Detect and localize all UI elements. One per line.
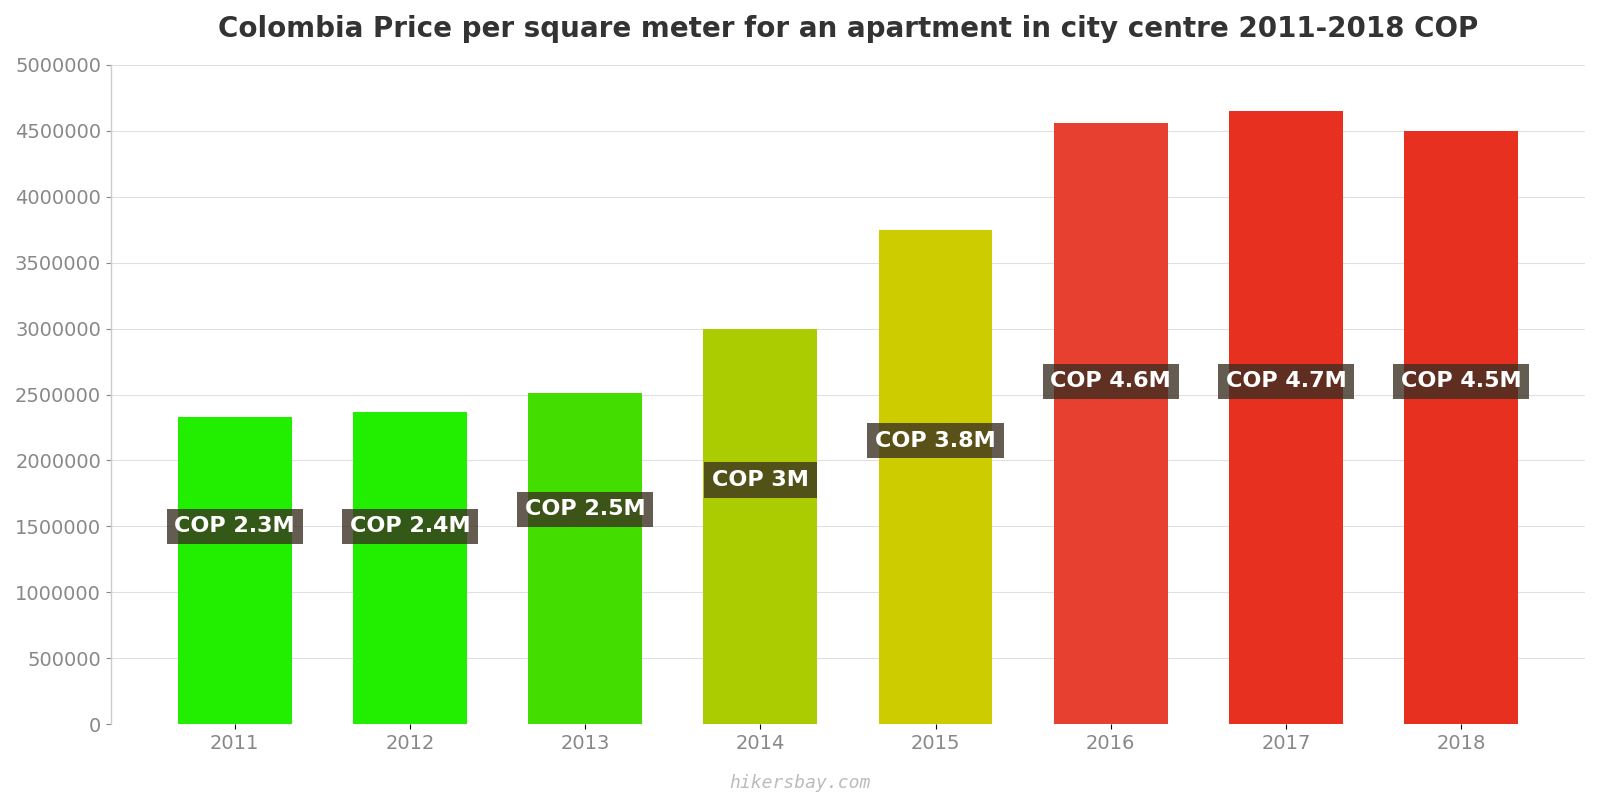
- Text: COP 2.5M: COP 2.5M: [525, 499, 645, 519]
- Bar: [1054, 123, 1168, 724]
- Bar: [528, 394, 642, 724]
- Bar: [1405, 130, 1518, 724]
- Text: COP 2.3M: COP 2.3M: [174, 517, 294, 537]
- Text: COP 4.6M: COP 4.6M: [1050, 371, 1171, 391]
- Text: COP 3M: COP 3M: [712, 470, 808, 490]
- Text: COP 4.5M: COP 4.5M: [1400, 371, 1522, 391]
- Bar: [1229, 111, 1342, 724]
- Text: COP 3.8M: COP 3.8M: [875, 430, 995, 450]
- Title: Colombia Price per square meter for an apartment in city centre 2011-2018 COP: Colombia Price per square meter for an a…: [218, 15, 1478, 43]
- Text: hikersbay.com: hikersbay.com: [730, 774, 870, 792]
- Bar: [704, 329, 818, 724]
- Text: COP 2.4M: COP 2.4M: [350, 517, 470, 537]
- Bar: [178, 417, 291, 724]
- Bar: [354, 412, 467, 724]
- Text: COP 4.7M: COP 4.7M: [1226, 371, 1346, 391]
- Bar: [878, 230, 992, 724]
